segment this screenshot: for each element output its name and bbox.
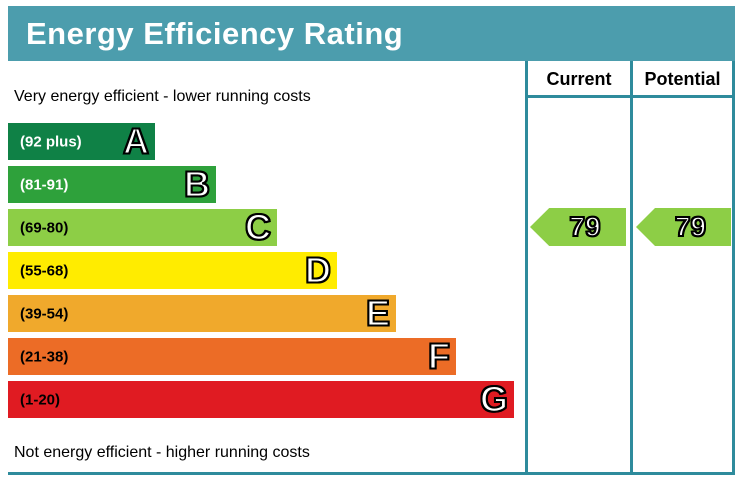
band-d-range: (55-68) (20, 262, 69, 279)
potential-column-header: Potential (644, 68, 721, 89)
band-f-range: (21-38) (20, 348, 69, 365)
band-g-range: (1-20) (20, 391, 61, 408)
band-e-range: (39-54) (20, 305, 69, 322)
band-c-letter: C (244, 205, 272, 247)
current-rating-value: 79 (568, 211, 601, 242)
band-c: (69-80) C (8, 205, 277, 247)
current-rating-arrow: 79 (530, 208, 626, 246)
band-b: (81-91) B (8, 162, 216, 204)
band-a-range: (92 plus) (20, 133, 82, 150)
potential-rating-arrow: 79 (636, 208, 731, 246)
title-bar: Energy Efficiency Rating (8, 6, 735, 61)
band-a: (92 plus) A (8, 119, 155, 161)
band-b-range: (81-91) (20, 176, 69, 193)
band-d: (55-68) D (8, 248, 337, 290)
bottom-note: Not energy efficient - higher running co… (14, 444, 310, 461)
band-e: (39-54) E (8, 291, 396, 333)
band-e-letter: E (365, 291, 391, 333)
current-column-left-border (525, 61, 528, 475)
band-d-letter: D (304, 248, 332, 290)
top-note: Very energy efficient - lower running co… (14, 88, 311, 105)
band-c-range: (69-80) (20, 219, 69, 236)
chart-bottom-border (8, 472, 735, 475)
table-right-border (732, 61, 735, 475)
band-g-letter: G (479, 377, 509, 419)
band-b-letter: B (183, 162, 211, 204)
current-column-header: Current (546, 68, 612, 89)
band-a-letter: A (122, 119, 150, 161)
band-f-letter: F (427, 334, 451, 376)
potential-column-left-border (630, 61, 633, 475)
band-f: (21-38) F (8, 334, 456, 376)
band-g: (1-20) G (8, 377, 514, 419)
header-underline (525, 95, 735, 98)
page-title: Energy Efficiency Rating (26, 15, 404, 51)
potential-rating-value: 79 (674, 211, 707, 242)
